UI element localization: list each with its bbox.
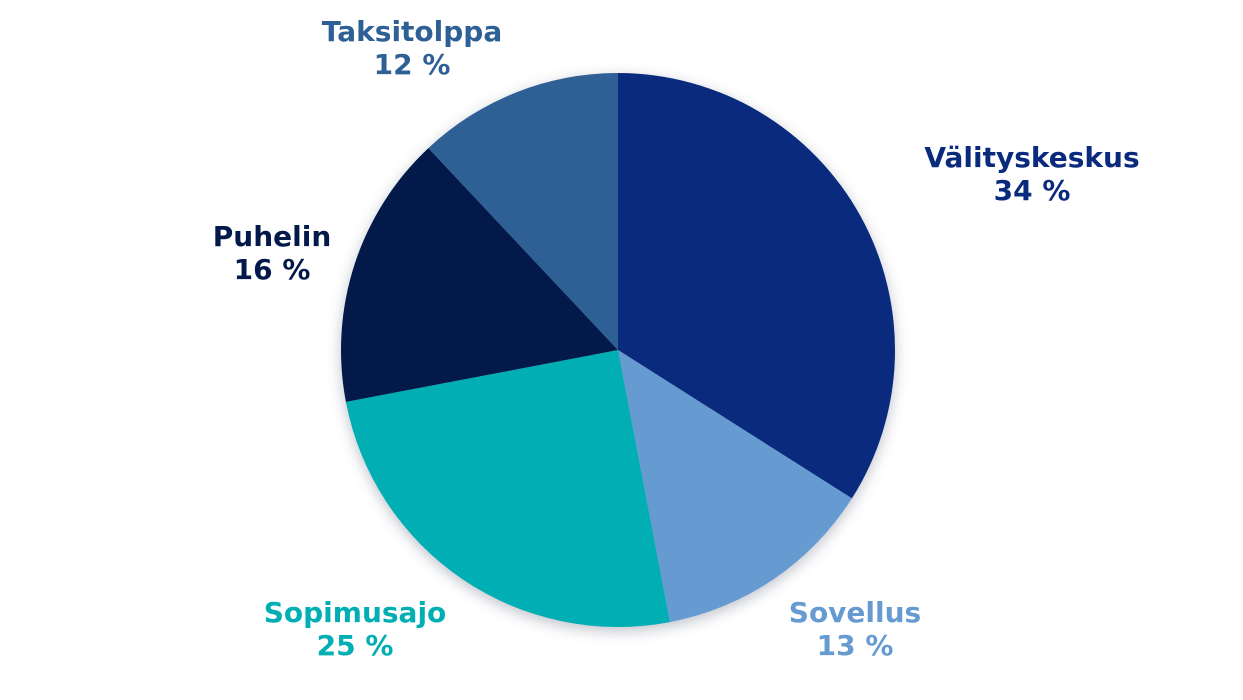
slice-name-sopimusajo: Sopimusajo [263, 596, 447, 629]
pie-slice-sopimusajo [345, 350, 670, 627]
slice-value-sovellus: 13 % [816, 629, 894, 662]
slice-value-taksitolppa: 12 % [373, 48, 451, 81]
slice-value-sopimusajo: 25 % [316, 629, 394, 662]
slice-label-taksitolppa: Taksitolppa 12 % [322, 15, 502, 81]
pie-chart [341, 73, 895, 627]
slice-name-valityskeskus: Välityskeskus [924, 141, 1140, 174]
slice-name-sovellus: Sovellus [788, 596, 922, 629]
slice-label-sopimusajo: Sopimusajo 25 % [264, 596, 447, 662]
slice-label-valityskeskus: Välityskeskus 34 % [924, 141, 1139, 207]
slice-label-puhelin: Puhelin 16 % [213, 220, 332, 286]
slice-value-valityskeskus: 34 % [993, 174, 1071, 207]
slice-value-puhelin: 16 % [233, 253, 311, 286]
pie-slice-puhelin [341, 148, 618, 402]
pie-slice-valityskeskus [618, 73, 895, 499]
slice-label-sovellus: Sovellus 13 % [789, 596, 921, 662]
slice-name-taksitolppa: Taksitolppa [321, 15, 503, 48]
pie-slice-sovellus [618, 350, 852, 623]
pie-slice-taksitolppa [428, 73, 618, 350]
slice-name-puhelin: Puhelin [212, 220, 332, 253]
